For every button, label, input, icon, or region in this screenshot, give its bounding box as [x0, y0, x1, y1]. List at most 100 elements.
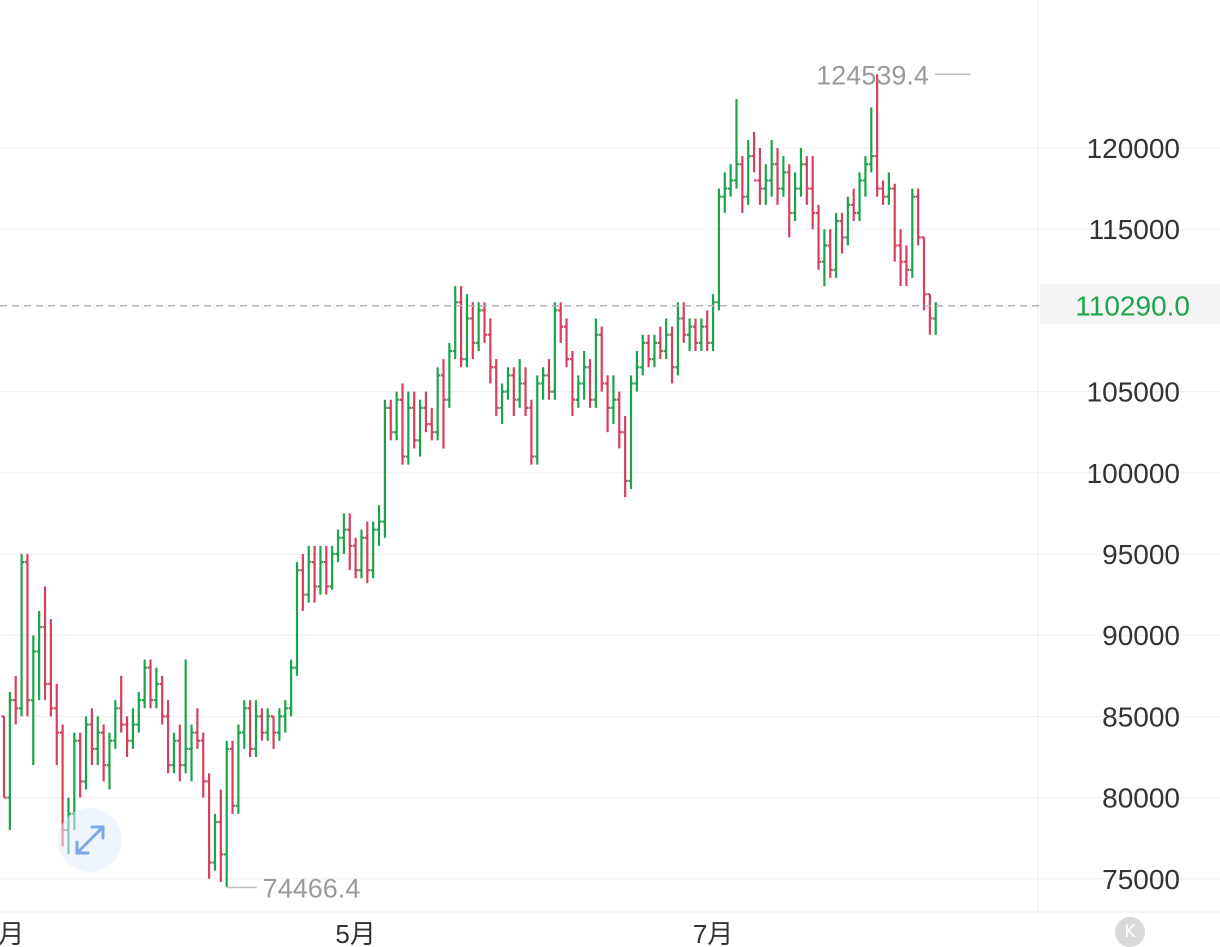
k-button[interactable]: K [1115, 917, 1145, 947]
candle [481, 302, 488, 343]
candle [804, 156, 810, 205]
candle [130, 708, 136, 749]
candle [487, 318, 493, 384]
candle [118, 675, 124, 733]
candle [405, 391, 411, 465]
candle [616, 391, 622, 449]
candle [897, 229, 904, 287]
candle [452, 286, 458, 360]
candle [235, 724, 241, 814]
candle [546, 359, 552, 400]
candle [300, 554, 306, 611]
candle [792, 172, 798, 222]
max-annotation: 124539.4 [816, 60, 929, 90]
candle [112, 700, 118, 749]
candle [657, 326, 663, 360]
candle [358, 529, 365, 579]
candle [903, 245, 910, 287]
y-tick-label: 75000 [1102, 864, 1180, 895]
y-tick-label: 80000 [1102, 783, 1180, 814]
candle [394, 391, 400, 441]
candle [921, 236, 927, 311]
candle [933, 302, 939, 335]
candle [200, 732, 206, 798]
candle [909, 188, 915, 278]
current-price-label: 110290.0 [1075, 291, 1190, 322]
candles [1, 74, 939, 887]
candle [95, 716, 101, 766]
min-annotation: 74466.4 [263, 873, 361, 903]
candle [886, 172, 892, 205]
candle [821, 229, 827, 287]
candle [224, 740, 230, 887]
candle [733, 99, 740, 189]
candle [856, 172, 863, 222]
candle [440, 359, 447, 449]
candle [24, 554, 31, 717]
candle [534, 375, 540, 465]
candle [317, 545, 324, 595]
candle [669, 326, 675, 384]
candle [599, 326, 605, 392]
candle [774, 148, 781, 205]
x-tick-label: 7月 [693, 919, 733, 947]
candle [476, 302, 482, 351]
candle [874, 74, 880, 197]
candle [499, 383, 505, 425]
candle [147, 659, 154, 709]
candle [306, 545, 312, 603]
candle [470, 302, 476, 360]
candle [552, 302, 558, 400]
candle [341, 513, 347, 554]
expand-button[interactable] [58, 808, 122, 872]
candle [241, 700, 247, 749]
candle [411, 391, 417, 449]
candle [171, 732, 177, 774]
candle [593, 318, 599, 408]
candle [464, 294, 470, 368]
candle [335, 529, 341, 563]
candle [640, 334, 646, 376]
current-price-bg [1040, 284, 1220, 324]
candle [30, 635, 36, 766]
candle [382, 399, 388, 538]
candle [1, 715, 7, 799]
candle [282, 700, 288, 733]
candle [628, 375, 634, 490]
y-tick-label: 95000 [1102, 539, 1180, 570]
candle [194, 708, 200, 749]
candle [651, 334, 658, 368]
candle [42, 586, 48, 701]
x-axis: 3月 5月 7月 [0, 919, 733, 947]
candle [294, 562, 300, 676]
candle [446, 342, 452, 408]
candle [517, 359, 523, 408]
candle [739, 156, 745, 213]
candle [364, 521, 370, 584]
candle [18, 554, 25, 717]
candle [815, 204, 822, 270]
candle [604, 375, 611, 433]
candle [851, 188, 857, 222]
candle [142, 659, 148, 709]
candle [569, 351, 576, 416]
candle [83, 716, 89, 790]
candle [458, 286, 464, 368]
candle [880, 180, 886, 205]
candle [728, 164, 734, 197]
candle [540, 367, 546, 400]
candle [722, 172, 728, 213]
grid-lines [0, 0, 1220, 913]
y-tick-label: 100000 [1087, 458, 1180, 489]
candle [229, 740, 236, 814]
candle [288, 659, 294, 717]
candle [101, 724, 107, 782]
candle [587, 359, 593, 408]
candle [511, 367, 517, 416]
candle [845, 196, 851, 246]
candle [663, 318, 669, 360]
expand-arrows-icon [75, 825, 105, 855]
candle [927, 293, 933, 335]
y-tick-label: 115000 [1089, 214, 1180, 245]
candle [862, 156, 869, 197]
